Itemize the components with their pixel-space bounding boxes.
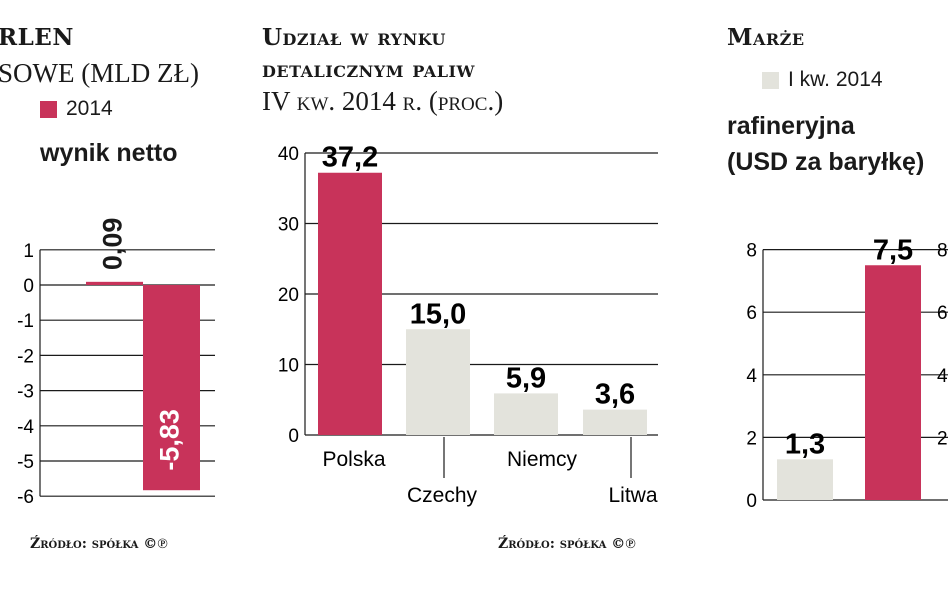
bar [583, 409, 647, 435]
panel3-subtitle-line1: rafineryjna [727, 112, 855, 140]
panel1-legend-label: 2014 [66, 97, 113, 120]
y-tick-label: 20 [278, 285, 299, 306]
data-label: 7,5 [873, 234, 913, 266]
bar [86, 281, 143, 285]
y-tick-label: -3 [17, 382, 34, 403]
panel1-chart-subtitle: wynik netto [40, 139, 178, 167]
y-tick-label: 0 [746, 491, 757, 512]
x-category-label: Polska [322, 448, 385, 471]
y-tick-label: 8 [746, 241, 757, 262]
y-tick-label: -2 [17, 346, 34, 367]
panel2-title-line3: IV kw. 2014 r. (proc.) [262, 86, 504, 116]
legend-swatch-i-kw-2014 [762, 71, 779, 89]
data-label: 1,3 [785, 428, 825, 460]
y-tick-label: -5 [17, 452, 34, 473]
y-tick-label: 40 [278, 144, 299, 165]
data-label: -5,83 [155, 409, 185, 471]
data-label: 37,2 [322, 142, 378, 174]
y-tick-label-right: 6 [937, 303, 948, 324]
y-tick-label: 10 [278, 356, 299, 377]
data-label: 0,09 [98, 218, 128, 271]
data-label: 3,6 [595, 379, 635, 411]
y-tick-label: 2 [746, 428, 757, 449]
panel1-title-line2: SOWE (MLD ZŁ) [0, 58, 199, 88]
y-tick-label: -1 [17, 311, 34, 332]
y-tick-label-right: 8 [937, 241, 948, 262]
y-tick-label-right: 4 [937, 366, 948, 387]
panel2-title-line1: Udział w rynku [262, 24, 446, 51]
legend-swatch-2014 [40, 100, 57, 118]
y-tick-label-right: 2 [937, 428, 948, 449]
y-tick-label: -4 [17, 417, 34, 438]
data-label: 5,9 [506, 362, 546, 394]
x-category-label: Czechy [407, 484, 478, 507]
bar [777, 459, 833, 500]
panel3-subtitle-line2: (USD za baryłkę) [727, 148, 925, 176]
panel3-legend-label: I kw. 2014 [788, 68, 883, 91]
y-tick-label: 0 [288, 426, 299, 447]
y-tick-label: 4 [746, 366, 757, 387]
y-tick-label: 1 [23, 241, 34, 262]
panel1-source: Źródło: spółka ©℗ [30, 536, 168, 552]
bar [406, 329, 470, 435]
y-tick-label: 30 [278, 215, 299, 236]
bar [865, 265, 921, 500]
bar [494, 393, 558, 435]
data-label: 15,0 [410, 298, 466, 330]
panel3-title: Marże [727, 24, 805, 51]
panel2-source: Źródło: spółka ©℗ [498, 536, 636, 552]
bar [318, 172, 382, 436]
bar [143, 285, 200, 491]
panel1-legend: 2014 [40, 97, 113, 121]
x-category-label: Niemcy [507, 448, 578, 471]
panel3-legend: I kw. 2014 [762, 68, 883, 92]
x-category-label: Litwa [608, 484, 657, 507]
y-tick-label: 6 [746, 303, 757, 324]
y-tick-label: -6 [17, 487, 34, 508]
y-tick-label: 0 [23, 276, 34, 297]
panel1-title-line1: RLEN [0, 24, 74, 51]
panel2-title-line2: detalicznym paliw [262, 56, 475, 83]
